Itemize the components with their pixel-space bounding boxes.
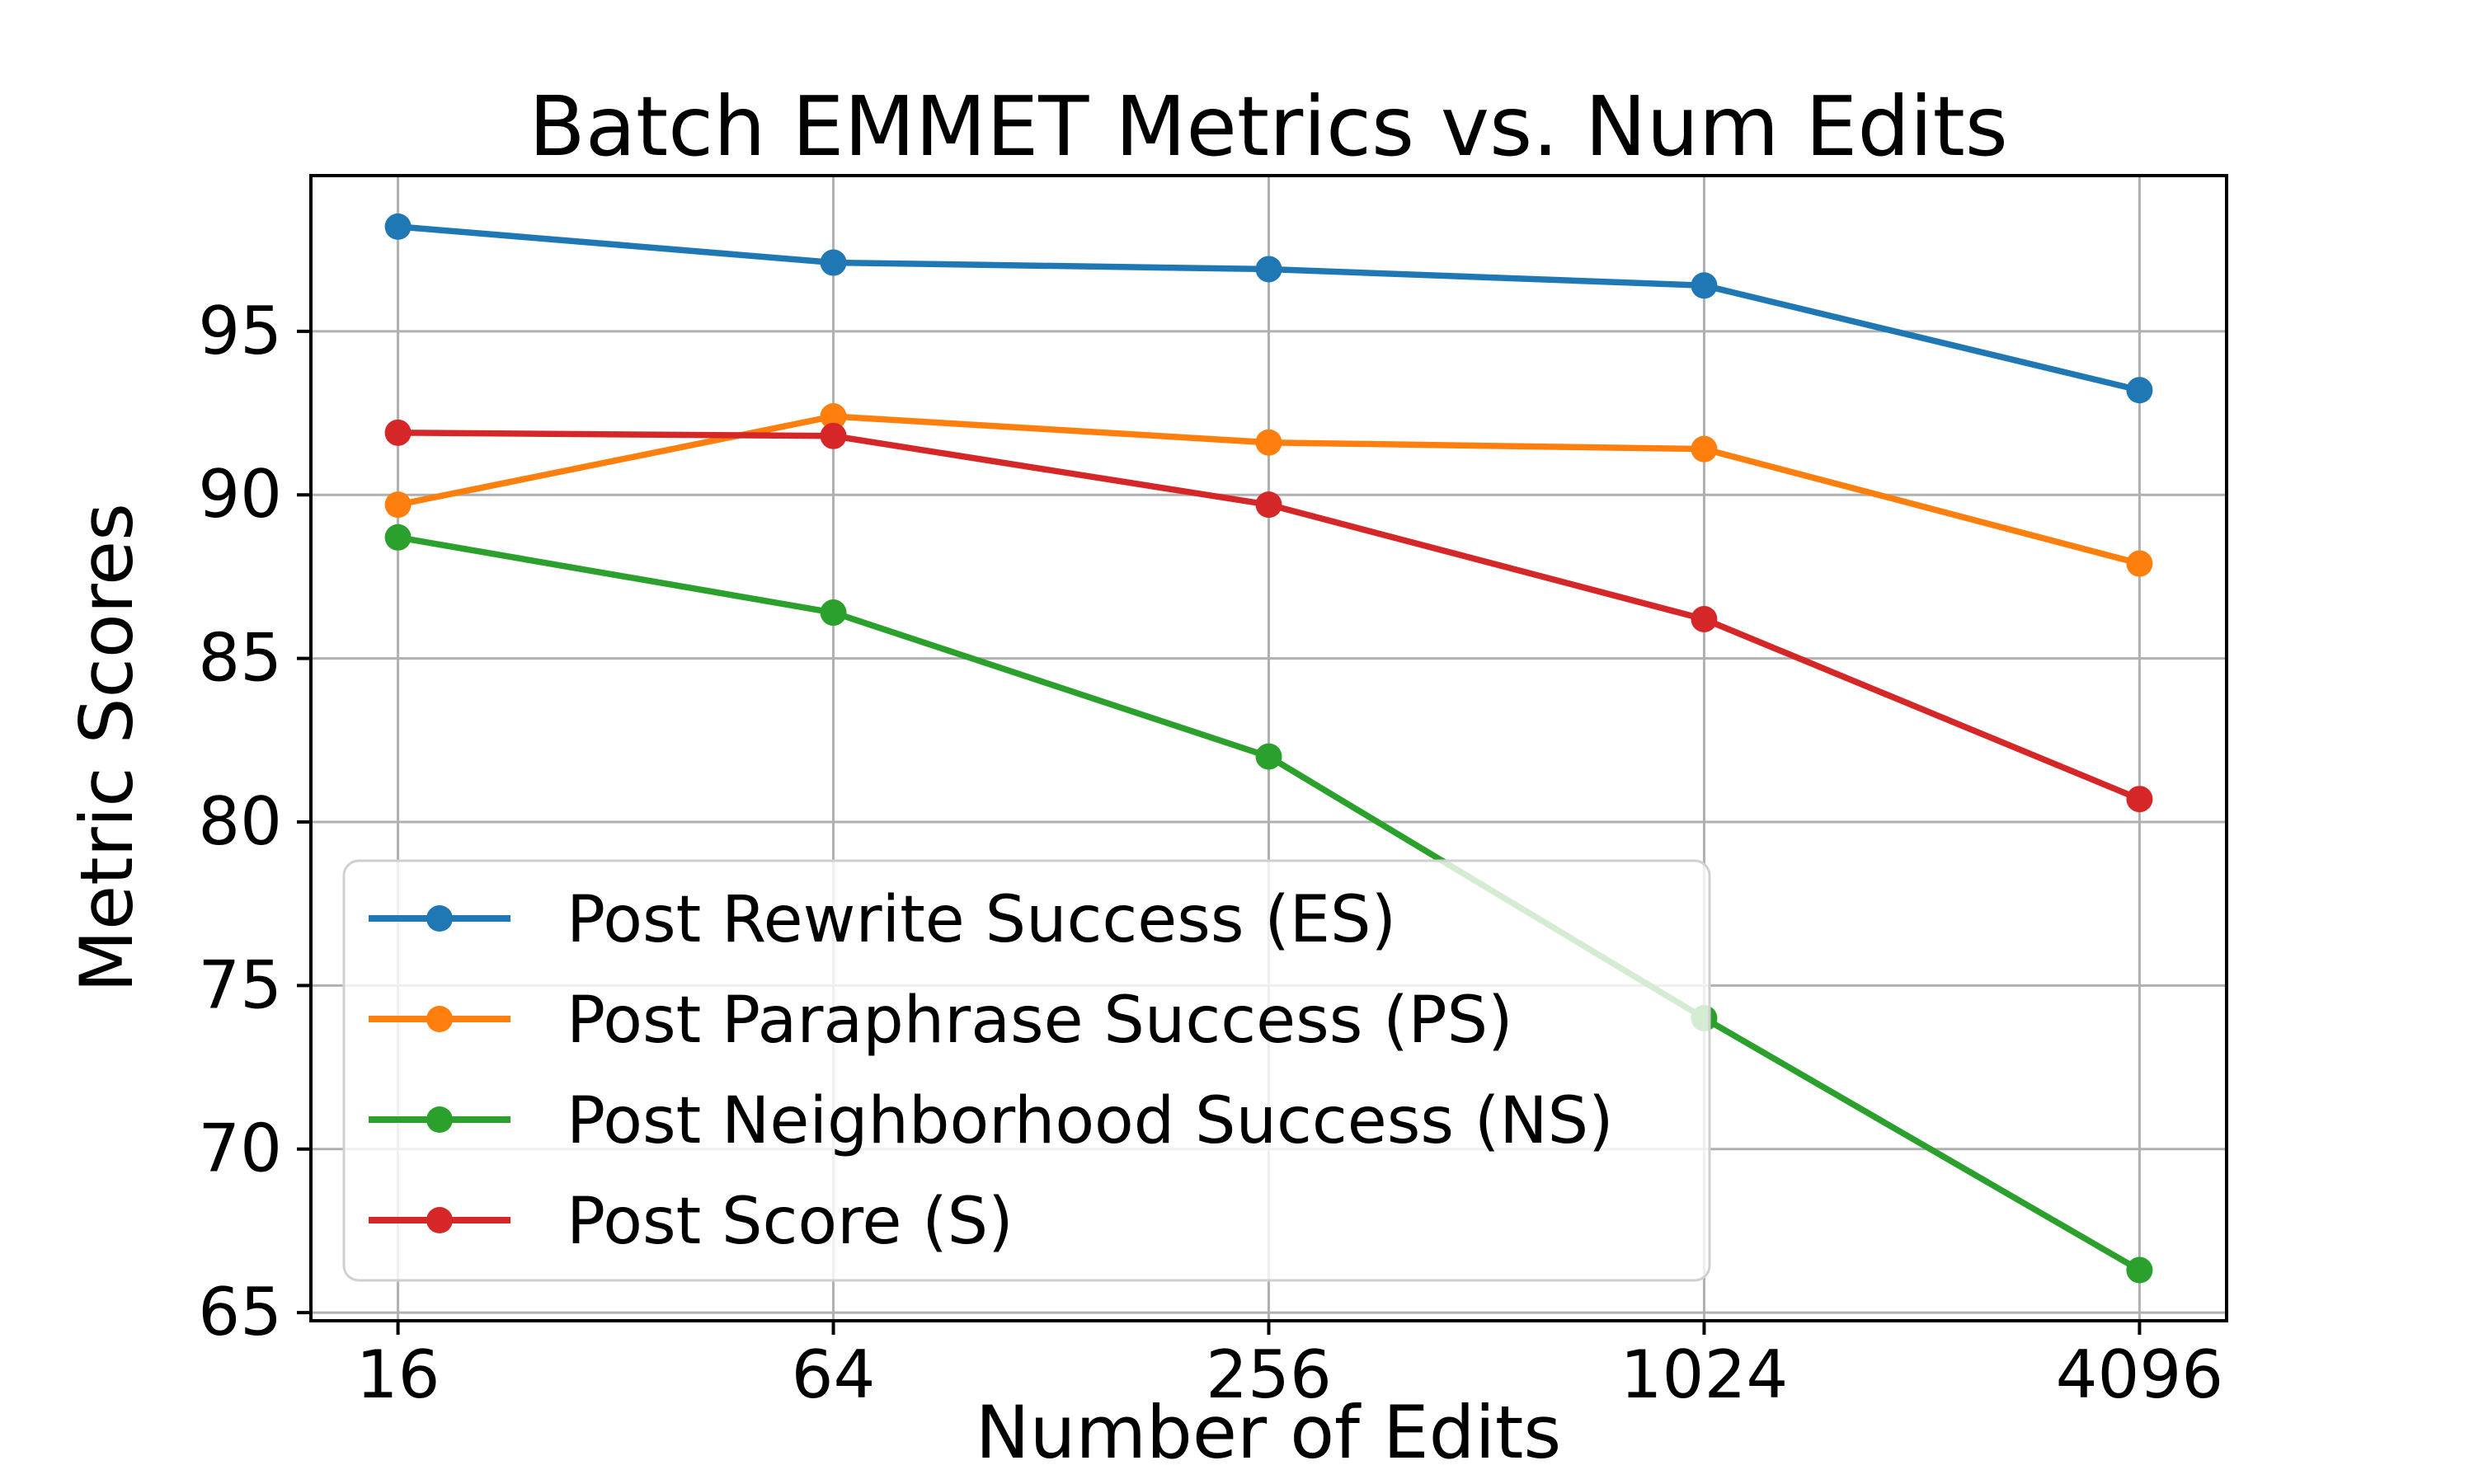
legend-box bbox=[342, 859, 1711, 1282]
x-axis-label: Number of Edits bbox=[976, 1390, 1562, 1475]
y-tick-label-75: 75 bbox=[198, 946, 282, 1023]
legend-sample-marker bbox=[426, 905, 453, 932]
data-point-post-score-s-x1024 bbox=[1691, 605, 1718, 632]
series-post-score-s bbox=[384, 419, 2153, 813]
data-point-post-score-s-x16 bbox=[384, 419, 412, 446]
tick-labels: 65 70 75 80 85 90 95 16 64 256 1024 4096 bbox=[198, 293, 2223, 1413]
x-tick-label-16: 16 bbox=[356, 1336, 440, 1413]
legend-label: Post Paraphrase Success (PS) bbox=[567, 984, 1513, 1058]
legend-label: Post Neighborhood Success (NS) bbox=[567, 1084, 1614, 1158]
chart-title: Batch EMMET Metrics vs. Num Edits bbox=[529, 78, 2008, 175]
legend-item-post-rewrite-success-es: Post Rewrite Success (ES) bbox=[369, 883, 1396, 957]
data-point-post-neighborhood-success-ns-x16 bbox=[384, 524, 412, 551]
y-tick-label-85: 85 bbox=[198, 620, 282, 697]
data-point-post-score-s-x256 bbox=[1255, 491, 1282, 519]
x-tick-label-1024: 1024 bbox=[1620, 1336, 1789, 1413]
legend-item-post-score-s: Post Score (S) bbox=[369, 1185, 1014, 1259]
data-point-post-rewrite-success-es-x16 bbox=[384, 213, 412, 240]
series-post-paraphrase-success-ps bbox=[384, 403, 2153, 577]
data-point-post-paraphrase-success-ps-x4096 bbox=[2126, 550, 2153, 577]
x-tick-label-256: 256 bbox=[1206, 1336, 1332, 1413]
legend-label: Post Rewrite Success (ES) bbox=[567, 883, 1396, 957]
legend-label: Post Score (S) bbox=[567, 1185, 1014, 1259]
y-tick-label-70: 70 bbox=[198, 1111, 282, 1187]
data-point-post-paraphrase-success-ps-x256 bbox=[1255, 429, 1282, 456]
data-point-post-rewrite-success-es-x4096 bbox=[2126, 377, 2153, 404]
axes bbox=[297, 174, 2228, 1335]
legend-item-post-neighborhood-success-ns: Post Neighborhood Success (NS) bbox=[369, 1084, 1614, 1158]
data-point-post-neighborhood-success-ns-x256 bbox=[1255, 743, 1282, 770]
legend-item-post-paraphrase-success-ps: Post Paraphrase Success (PS) bbox=[369, 984, 1513, 1058]
legend-sample-marker bbox=[426, 1006, 453, 1032]
legend-sample-marker bbox=[426, 1106, 453, 1133]
series-post-rewrite-success-es bbox=[384, 213, 2153, 404]
data-point-post-rewrite-success-es-x256 bbox=[1255, 256, 1282, 283]
y-tick-label-95: 95 bbox=[198, 293, 282, 369]
legend-sample-marker bbox=[426, 1207, 453, 1233]
data-point-post-paraphrase-success-ps-x16 bbox=[384, 491, 412, 519]
x-tick-label-64: 64 bbox=[792, 1336, 876, 1413]
data-point-post-rewrite-success-es-x1024 bbox=[1691, 272, 1718, 299]
y-tick-label-90: 90 bbox=[198, 456, 282, 533]
y-tick-label-65: 65 bbox=[198, 1274, 282, 1350]
x-tick-label-4096: 4096 bbox=[2056, 1336, 2224, 1413]
data-point-post-rewrite-success-es-x64 bbox=[820, 249, 847, 276]
data-point-post-neighborhood-success-ns-x64 bbox=[820, 599, 847, 627]
data-point-post-score-s-x4096 bbox=[2126, 786, 2153, 813]
data-point-post-neighborhood-success-ns-x4096 bbox=[2126, 1256, 2153, 1284]
data-point-post-paraphrase-success-ps-x1024 bbox=[1691, 435, 1718, 463]
y-axis-label: Metric Scores bbox=[64, 503, 149, 993]
data-point-post-paraphrase-success-ps-x64 bbox=[820, 403, 847, 430]
y-tick-label-80: 80 bbox=[198, 783, 282, 860]
legend: Post Rewrite Success (ES) Post Paraphrase… bbox=[342, 859, 1711, 1282]
data-point-post-score-s-x64 bbox=[820, 422, 847, 449]
